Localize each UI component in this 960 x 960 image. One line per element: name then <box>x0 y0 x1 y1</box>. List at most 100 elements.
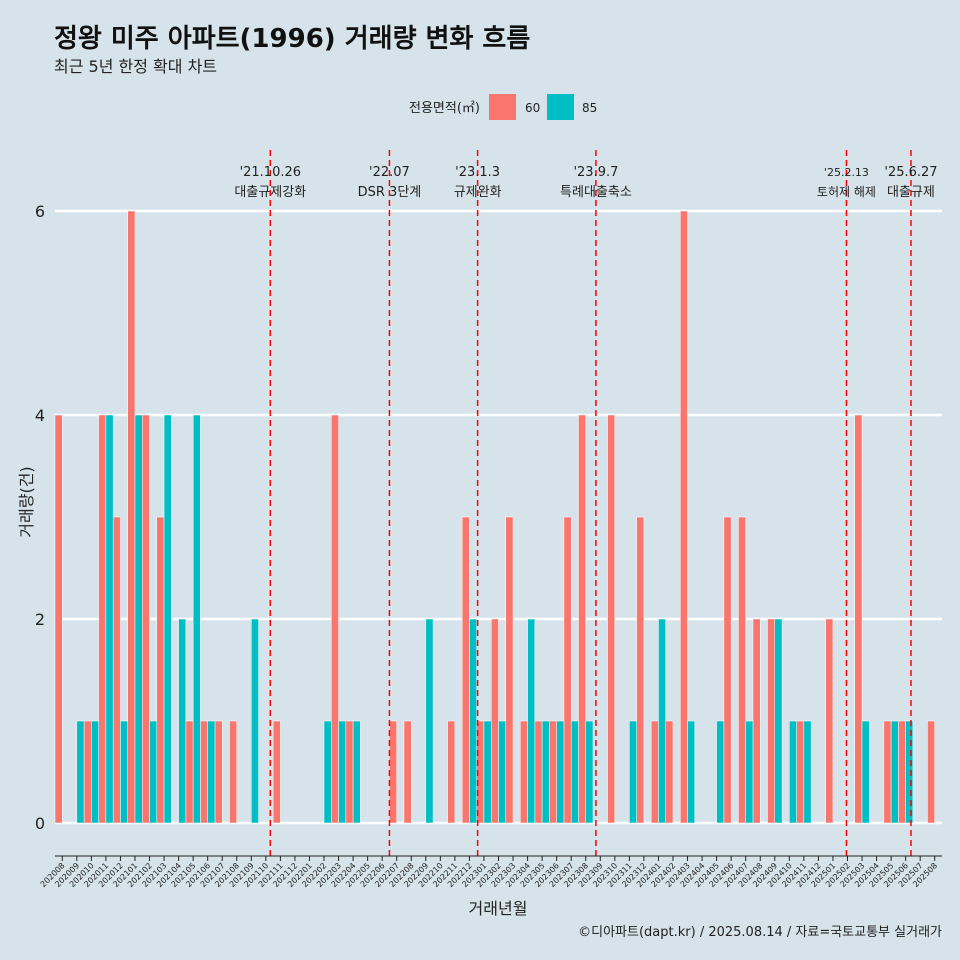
bar-60-202108 <box>229 720 238 824</box>
y-axis-label: 거래량(건) <box>17 466 36 537</box>
event-date: '25.2.13 <box>824 166 869 179</box>
bar-60-202406 <box>723 516 732 824</box>
bar-85-202403 <box>687 720 696 824</box>
bar-60-202012 <box>112 516 121 824</box>
bar-60-202105 <box>185 720 194 824</box>
bar-85-202411 <box>803 720 812 824</box>
event-label: 대출규제 <box>887 185 935 200</box>
bar-85-202307 <box>570 720 579 824</box>
chart-subtitle: 최근 5년 한정 확대 차트 <box>54 57 218 76</box>
bar-85-202203 <box>338 720 347 824</box>
event-label: 대출규제강화 <box>234 185 306 200</box>
bar-85-202104 <box>178 618 187 824</box>
bar-60-202503 <box>854 414 863 824</box>
event-date: '25.6.27 <box>884 165 937 180</box>
bar-85-202407 <box>745 720 754 824</box>
bar-85-202308 <box>585 720 594 824</box>
bar-60-202308 <box>578 414 586 824</box>
event-lines: '21.10.26 대출규제강화 '22.07 DSR 3단계 '23.1.3 규제완화 '… <box>234 150 938 856</box>
bar-85-202012 <box>120 720 128 824</box>
bar-85-202105 <box>192 414 201 824</box>
caption: ©디아파트(dapt.kr) / 2025.08.14 / 자료=국토교통부 실… <box>578 925 942 940</box>
bar-60-202402 <box>665 720 674 824</box>
legend-label-85: 85 <box>582 101 597 115</box>
bar-85-202101 <box>134 414 143 824</box>
bar-60-202506 <box>898 720 906 824</box>
bar-85-202009 <box>76 720 85 824</box>
bar-60-202310 <box>607 414 616 824</box>
event-label: DSR 3단계 <box>358 185 422 200</box>
bar-60-202107 <box>214 720 223 824</box>
legend: 전용면적(㎡) 60 85 <box>409 94 597 120</box>
bar-85-202306 <box>556 720 565 824</box>
legend-title: 전용면적(㎡) <box>409 101 480 116</box>
y-tick-label: 0 <box>35 814 45 833</box>
bar-85-202304 <box>527 618 536 824</box>
bar-60-202407 <box>738 516 746 824</box>
legend-swatch-60 <box>489 94 516 120</box>
bar-85-202011 <box>105 414 114 824</box>
bar-60-202401 <box>650 720 659 824</box>
bar-60-202307 <box>563 516 572 824</box>
bar-60-202304 <box>520 720 528 824</box>
event-date: '22.07 <box>369 165 410 180</box>
chart-title: 정왕 미주 아파트(1996) 거래량 변화 흐름 <box>54 24 531 54</box>
legend-label-60: 60 <box>525 101 540 115</box>
bar-60-202011 <box>98 414 107 824</box>
bar-60-202106 <box>200 720 208 824</box>
bar-85-202212 <box>469 618 477 824</box>
bar-60-202403 <box>680 210 688 824</box>
event-date: '23.1.3 <box>455 165 500 180</box>
y-tick-label: 2 <box>35 610 45 629</box>
bar-85-202405 <box>716 720 725 824</box>
bar-85-202506 <box>905 720 914 824</box>
bar-85-202503 <box>861 720 870 824</box>
bar-85-202103 <box>163 414 172 824</box>
bar-85-202505 <box>890 720 899 824</box>
bar-60-202408 <box>752 618 761 824</box>
bar-85-202301 <box>483 720 492 824</box>
bar-60-202505 <box>883 720 892 824</box>
bar-60-202305 <box>534 720 543 824</box>
y-tick-label: 4 <box>35 406 45 425</box>
bar-60-202302 <box>490 618 499 824</box>
bar-60-202111 <box>272 720 281 824</box>
bar-60-202211 <box>447 720 456 824</box>
bar-85-202010 <box>91 720 99 824</box>
bar-85-202311 <box>629 720 637 824</box>
bar-60-202103 <box>156 516 165 824</box>
bar-85-202102 <box>149 720 158 824</box>
x-axis: 2020082020092020102020112020122021012021… <box>39 855 942 889</box>
event-label: 특례대출축소 <box>560 185 632 200</box>
legend-swatch-85 <box>547 94 574 120</box>
bar-60-202010 <box>83 720 92 824</box>
bar-60-202508 <box>927 720 935 824</box>
bar-60-202204 <box>345 720 354 824</box>
x-axis-label: 거래년월 <box>469 899 528 918</box>
bar-60-202411 <box>796 720 805 824</box>
bar-85-202305 <box>541 720 550 824</box>
bar-85-202202 <box>323 720 332 824</box>
y-axis: 0 2 4 6 <box>35 202 45 833</box>
y-tick-label: 6 <box>35 202 45 221</box>
bar-85-202209 <box>425 618 434 824</box>
bar-85-202401 <box>658 618 666 824</box>
bar-60-202102 <box>141 414 150 824</box>
bar-60-202101 <box>127 210 136 824</box>
bar-60-202207 <box>389 720 397 824</box>
bar-60-202008 <box>54 414 63 824</box>
bar-85-202106 <box>207 720 216 824</box>
event-date: '23.9.7 <box>573 165 618 180</box>
event-label: 토허제 해제 <box>817 185 876 199</box>
bar-60-202409 <box>767 618 776 824</box>
event-date: '21.10.26 <box>240 165 301 180</box>
bar-60-202212 <box>461 516 470 824</box>
bar-85-202109 <box>251 618 259 824</box>
bar-85-202409 <box>774 618 783 824</box>
bars <box>54 210 935 824</box>
bar-60-202303 <box>505 516 514 824</box>
bar-60-202306 <box>549 720 557 824</box>
bar-60-202501 <box>825 618 834 824</box>
bar-60-202312 <box>636 516 645 824</box>
